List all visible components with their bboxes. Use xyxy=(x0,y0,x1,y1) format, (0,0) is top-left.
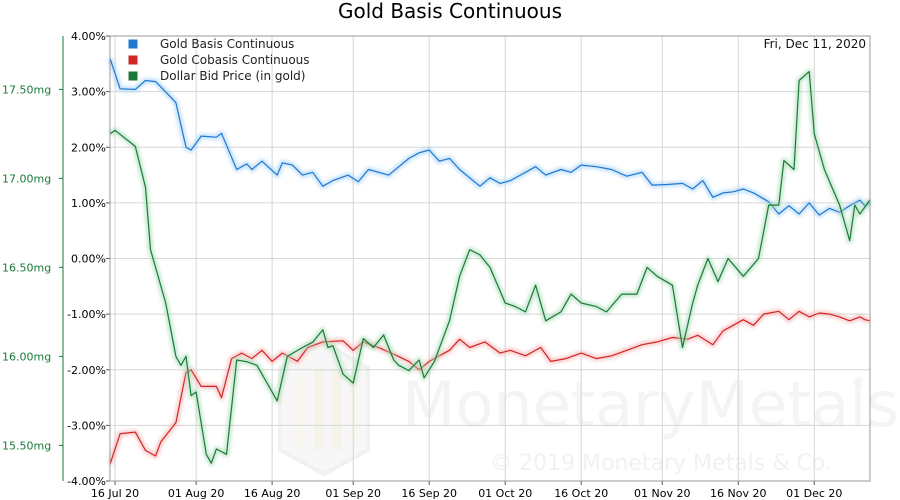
legend-swatch xyxy=(127,70,139,82)
x-axis-tick-label: 16 Nov 20 xyxy=(710,487,766,500)
left-axis-tick-label: 3.00% xyxy=(71,86,106,99)
watermark-registered: ® xyxy=(852,375,865,390)
legend-label: Gold Cobasis Continuous xyxy=(160,53,310,67)
chart-title: Gold Basis Continuous xyxy=(338,0,562,23)
legend-label: Gold Basis Continuous xyxy=(160,37,294,51)
legend-swatch xyxy=(127,38,139,50)
series-line xyxy=(109,310,871,465)
series-layer xyxy=(107,57,873,467)
right-axis-tick-label: 16.50mg xyxy=(2,261,51,274)
right-axis-tick-label: 16.00mg xyxy=(2,350,51,363)
left-axis-tick-label: 2.00% xyxy=(71,141,106,154)
x-axis-tick-label: 16 Oct 20 xyxy=(554,487,608,500)
x-axis-tick-label: 16 Sep 20 xyxy=(401,487,457,500)
left-axis-tick-label: 1.00% xyxy=(71,197,106,210)
series-2 xyxy=(108,68,873,467)
left-axis-tick-label: -3.00% xyxy=(67,419,106,432)
x-axis-tick-label: 01 Aug 20 xyxy=(168,487,224,500)
left-axis-ticks: 4.00% 3.00% 2.00% 1.00% 0.00% -1.00% -2.00% -3.… xyxy=(67,30,110,488)
legend-label: Dollar Bid Price (in gold) xyxy=(160,69,305,83)
watermark: MonetaryMetals ® © 2019 Monetary Metals … xyxy=(278,339,899,477)
legend: Gold Basis Continuous Gold Cobasis Contin… xyxy=(127,37,310,83)
series-0 xyxy=(107,57,872,219)
series-line xyxy=(109,58,871,216)
legend-swatch xyxy=(127,54,139,66)
left-axis-tick-label: -1.00% xyxy=(67,308,106,321)
plot-frame xyxy=(109,35,871,482)
series-line xyxy=(109,70,871,464)
x-axis-tick-label: 01 Dec 20 xyxy=(786,487,842,500)
date-label: Fri, Dec 11, 2020 xyxy=(764,37,866,51)
x-axis-tick-label: 16 Jul 20 xyxy=(91,487,139,500)
left-axis-tick-label: -4.00% xyxy=(67,475,106,488)
x-axis-tick-label: 01 Sep 20 xyxy=(325,487,381,500)
right-axis-tick-label: 15.50mg xyxy=(2,439,51,452)
x-axis-tick-label: 16 Aug 20 xyxy=(244,487,300,500)
left-axis-tick-label: 0.00% xyxy=(71,253,106,266)
left-axis-tick-label: -2.00% xyxy=(67,364,106,377)
right-axis-ticks: 17.50mg 17.00mg 16.50mg 16.00mg 15.50mg xyxy=(2,83,63,452)
x-axis-tick-label: 01 Nov 20 xyxy=(634,487,690,500)
right-axis-tick-label: 17.00mg xyxy=(2,172,51,185)
x-axis-tick-label: 01 Oct 20 xyxy=(478,487,532,500)
series-1 xyxy=(107,308,871,466)
watermark-copyright: © 2019 Monetary Metals & Co. xyxy=(490,451,832,476)
x-axis-ticks: 16 Jul 20 01 Aug 20 16 Aug 20 01 Sep 20 16 S… xyxy=(91,481,842,500)
watermark-brand: MonetaryMetals xyxy=(402,368,899,441)
right-axis-tick-label: 17.50mg xyxy=(2,83,51,96)
left-axis-tick-label: 4.00% xyxy=(71,30,106,43)
